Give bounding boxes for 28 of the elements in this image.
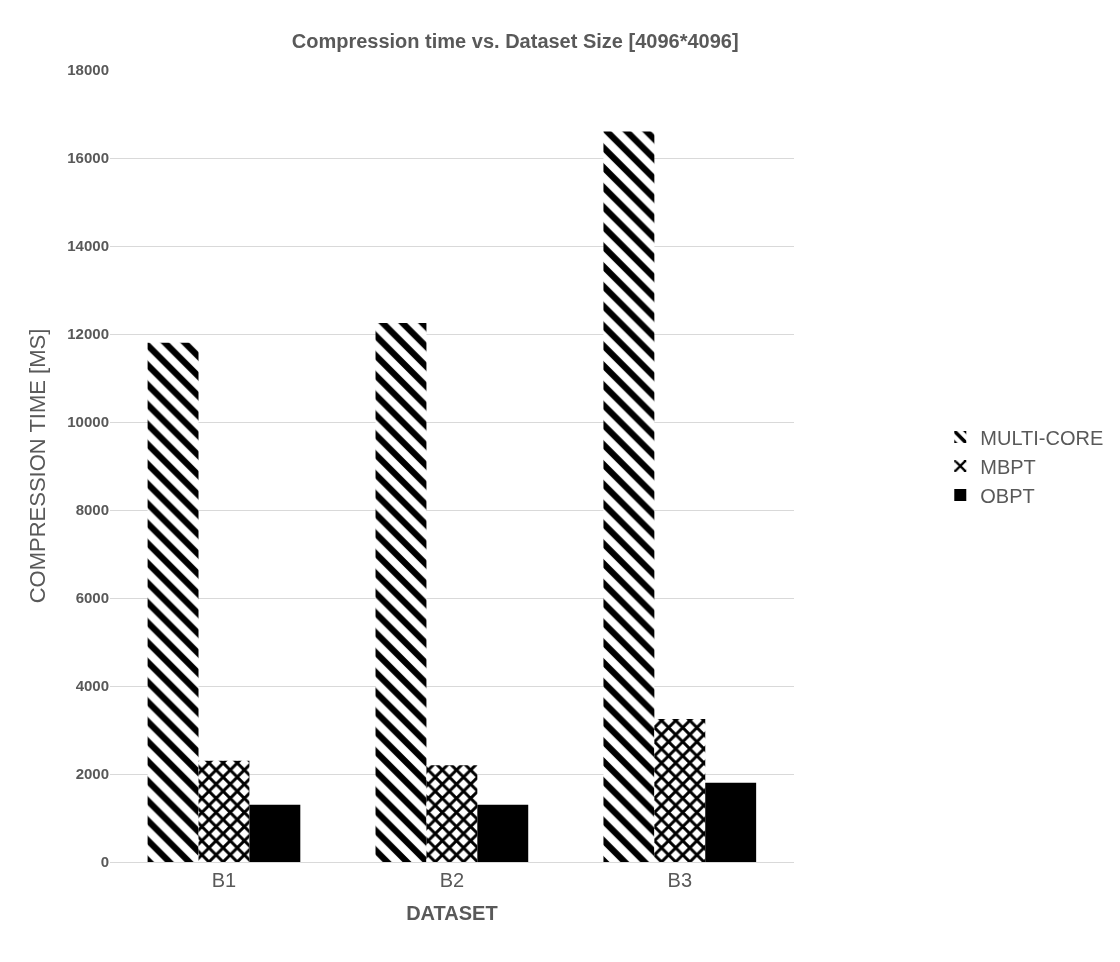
legend-label: OBPT bbox=[980, 484, 1035, 507]
x-tick-label: B1 bbox=[211, 869, 237, 891]
bar bbox=[705, 782, 757, 862]
bar bbox=[249, 804, 301, 862]
text: MULTI-CORE bbox=[980, 426, 1104, 449]
y-tick-label: 4000 bbox=[75, 677, 109, 695]
bar bbox=[477, 804, 529, 862]
bar bbox=[198, 760, 250, 862]
bar bbox=[426, 765, 478, 862]
y-tick-label: 0 bbox=[100, 853, 109, 871]
bar bbox=[375, 323, 427, 862]
y-tick-label: 12000 bbox=[67, 325, 109, 343]
y-tick-label: 14000 bbox=[67, 237, 109, 255]
y-tick-label: 18000 bbox=[67, 61, 109, 79]
bar bbox=[654, 719, 706, 862]
text: MBPT bbox=[980, 455, 1036, 478]
y-tick-label: 16000 bbox=[67, 149, 109, 167]
chart-title: Compression time vs. Dataset Size [4096*4096] bbox=[291, 29, 739, 52]
x-axis-title: DATASET bbox=[406, 901, 498, 924]
y-tick-label: 8000 bbox=[75, 501, 109, 519]
y-tick-label: 10000 bbox=[67, 413, 109, 431]
bar bbox=[603, 131, 655, 862]
y-tick-label: 6000 bbox=[75, 589, 109, 607]
x-tick-label: B3 bbox=[667, 869, 693, 891]
y-axis-title: COMPRESSION TIME [MS] bbox=[25, 328, 51, 604]
bar bbox=[147, 342, 199, 862]
y-tick-label: 2000 bbox=[75, 765, 109, 783]
x-tick-label: B2 bbox=[439, 869, 465, 891]
